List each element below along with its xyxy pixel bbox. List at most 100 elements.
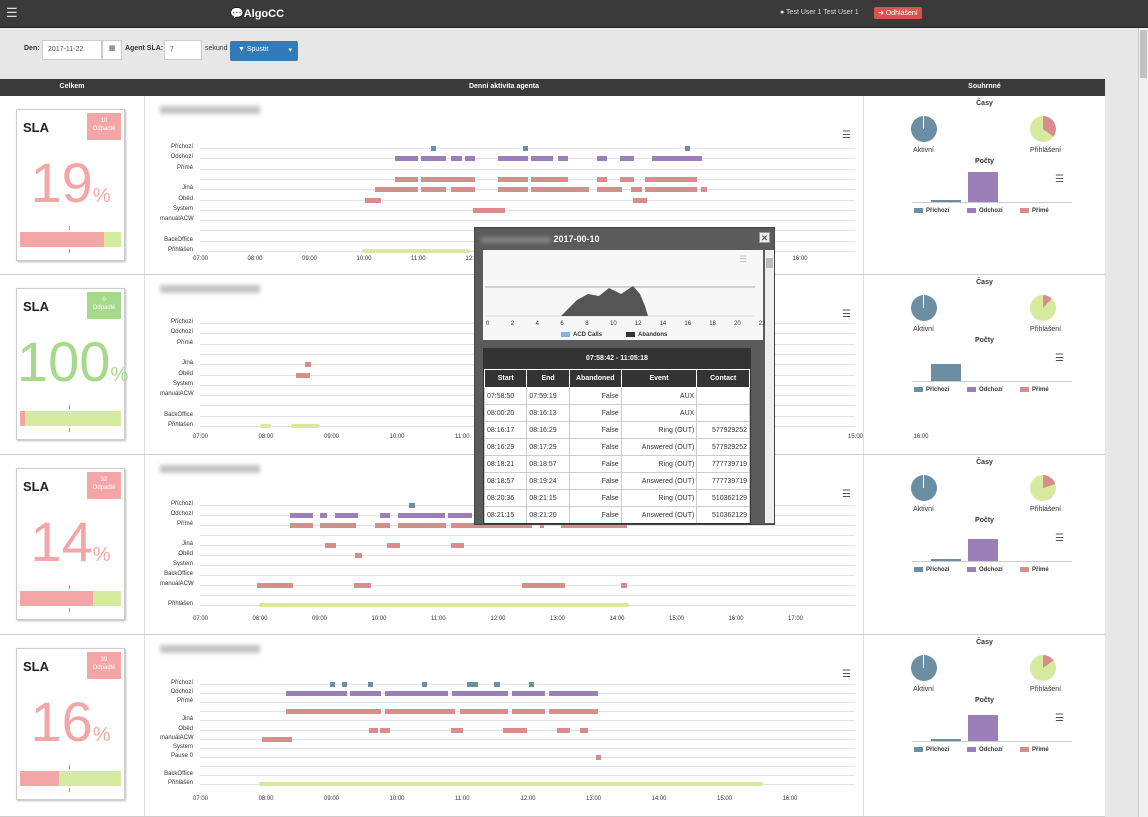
incoming-bar[interactable] <box>931 559 961 561</box>
column-header[interactable]: Abandoned <box>568 369 622 388</box>
activity-segment[interactable] <box>451 727 463 733</box>
activity-segment[interactable] <box>597 156 607 162</box>
activity-segment[interactable] <box>395 176 418 182</box>
activity-segment[interactable] <box>290 523 313 528</box>
activity-segment[interactable] <box>494 682 500 687</box>
table-row[interactable]: 08:00:20 08:16:13 False AUX <box>484 404 750 422</box>
activity-segment[interactable] <box>409 503 415 508</box>
activity-segment[interactable] <box>512 691 545 697</box>
chart-menu-icon[interactable]: ☰ <box>739 254 748 264</box>
activity-segment[interactable] <box>512 709 545 715</box>
activity-segment[interactable] <box>365 197 381 203</box>
activity-segment[interactable] <box>354 583 371 588</box>
column-header[interactable]: Start <box>484 369 528 388</box>
dropped-badge[interactable]: 39 Odpadlé <box>87 652 121 679</box>
activity-segment[interactable] <box>421 156 446 162</box>
page-scrollbar[interactable] <box>1138 28 1148 817</box>
activity-segment[interactable] <box>385 691 448 697</box>
activity-segment[interactable] <box>557 727 570 733</box>
legend-incoming[interactable]: Příchozí <box>914 747 949 753</box>
activity-segment[interactable] <box>531 156 553 162</box>
timeline-menu-icon[interactable]: ☰ <box>842 669 851 680</box>
dropped-badge[interactable]: 10 Odpadlé <box>87 113 121 140</box>
activity-segment[interactable] <box>320 513 327 518</box>
activity-segment[interactable] <box>380 513 390 518</box>
run-button[interactable]: ▼ Spustit ▾ <box>230 41 298 61</box>
activity-segment[interactable] <box>335 513 358 518</box>
outgoing-bar[interactable] <box>968 172 998 202</box>
activity-segment[interactable] <box>465 156 475 162</box>
activity-segment[interactable] <box>580 727 588 733</box>
outgoing-bar[interactable] <box>968 539 998 561</box>
activity-segment[interactable] <box>531 176 568 182</box>
legend-direct[interactable]: Přímé <box>1020 747 1049 753</box>
scrollbar-thumb[interactable] <box>1140 30 1147 78</box>
activity-segment[interactable] <box>451 156 462 162</box>
active-pie[interactable] <box>911 116 937 142</box>
activity-segment[interactable] <box>286 691 347 697</box>
activity-segment[interactable] <box>498 187 528 193</box>
activity-segment[interactable] <box>467 682 478 687</box>
activity-segment[interactable] <box>398 523 446 528</box>
activity-segment[interactable] <box>549 691 598 697</box>
activity-segment[interactable] <box>291 424 320 428</box>
logout-button[interactable]: ➜ Odhlášení <box>874 7 922 19</box>
activity-segment[interactable] <box>368 682 373 687</box>
dropped-badge[interactable]: 0 Odpadlé <box>87 292 121 319</box>
logged-pie[interactable] <box>1030 475 1056 501</box>
active-pie[interactable] <box>911 475 937 501</box>
logged-pie[interactable] <box>1030 295 1056 321</box>
activity-segment[interactable] <box>523 146 528 151</box>
logged-pie[interactable] <box>1030 655 1056 681</box>
active-pie[interactable] <box>911 295 937 321</box>
summary-menu-icon[interactable]: ☰ <box>1055 353 1064 364</box>
activity-segment[interactable] <box>596 754 601 760</box>
incoming-bar[interactable] <box>931 739 961 741</box>
legend-outgoing[interactable]: Odchozí <box>967 747 1003 753</box>
legend-incoming[interactable]: Příchozí <box>914 387 949 393</box>
legend-direct[interactable]: Přímé <box>1020 387 1049 393</box>
user-name[interactable]: ● Test User 1 Test User 1 <box>780 9 859 16</box>
popup-scrollbar[interactable] <box>765 250 774 523</box>
table-row[interactable]: 08:16:17 08:16:29 False Ring (OUT) 577929252 <box>484 421 750 439</box>
active-pie[interactable] <box>911 655 937 681</box>
activity-segment[interactable] <box>421 187 446 193</box>
sla-input[interactable]: 7 <box>164 40 202 60</box>
day-input[interactable]: 2017-11-22 <box>42 40 102 60</box>
activity-segment[interactable] <box>597 187 622 193</box>
legend-direct[interactable]: Přímé <box>1020 567 1049 573</box>
activity-segment[interactable] <box>597 176 607 182</box>
summary-menu-icon[interactable]: ☰ <box>1055 174 1064 185</box>
activity-segment[interactable] <box>473 207 505 213</box>
activity-segment[interactable] <box>422 682 427 687</box>
activity-segment[interactable] <box>262 736 292 742</box>
activity-segment[interactable] <box>375 187 418 193</box>
activity-segment[interactable] <box>448 513 472 518</box>
activity-segment[interactable] <box>451 523 532 528</box>
activity-segment[interactable] <box>385 709 455 715</box>
activity-segment[interactable] <box>561 523 627 528</box>
timeline-menu-icon[interactable]: ☰ <box>842 489 851 500</box>
activity-segment[interactable] <box>380 727 390 733</box>
activity-segment[interactable] <box>498 156 528 162</box>
activity-segment[interactable] <box>503 727 527 733</box>
activity-segment[interactable] <box>296 372 310 378</box>
table-row[interactable]: 07:58:50 07:59:19 False AUX <box>484 387 750 405</box>
legend-outgoing[interactable]: Odchozí <box>967 567 1003 573</box>
calendar-icon[interactable]: ▦ <box>102 40 122 60</box>
timeline-menu-icon[interactable]: ☰ <box>842 309 851 320</box>
activity-segment[interactable] <box>290 513 313 518</box>
brand-logo[interactable]: 💬AlgoCC <box>230 7 284 20</box>
dropped-badge[interactable]: 32 Odpadlé <box>87 472 121 499</box>
timeline-menu-icon[interactable]: ☰ <box>842 130 851 141</box>
activity-segment[interactable] <box>369 727 378 733</box>
activity-segment[interactable] <box>387 543 400 548</box>
popup-legend-abandons[interactable]: Abandons <box>626 332 667 338</box>
activity-segment[interactable] <box>362 249 470 253</box>
summary-menu-icon[interactable]: ☰ <box>1055 533 1064 544</box>
activity-segment[interactable] <box>631 187 642 193</box>
popup-scroll-thumb[interactable] <box>766 258 773 268</box>
activity-segment[interactable] <box>398 513 445 518</box>
activity-segment[interactable] <box>342 682 347 687</box>
close-icon[interactable]: ✕ <box>759 232 770 243</box>
